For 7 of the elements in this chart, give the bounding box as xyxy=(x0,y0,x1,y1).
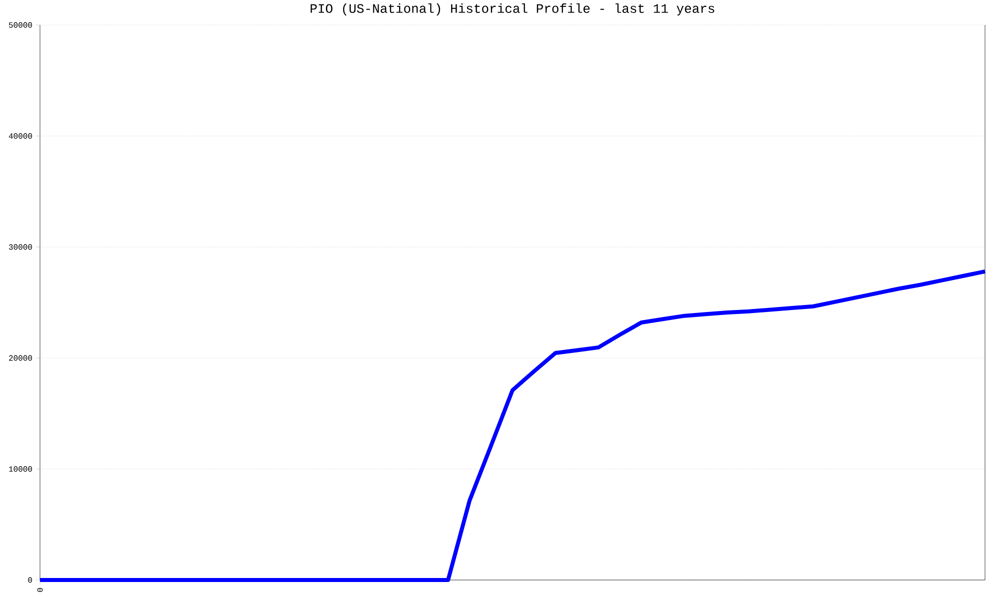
y-tick-label: 10000 xyxy=(9,466,32,472)
y-tick-label: 30000 xyxy=(8,244,32,250)
y-tick-label: 0 xyxy=(28,577,32,583)
y-tick-label: 50000 xyxy=(8,22,32,28)
y-tick-label: 40000 xyxy=(8,133,32,139)
chart-title: PIO (US-National) Historical Profile - last 11 years xyxy=(310,3,714,16)
y-tick-label: 20000 xyxy=(9,355,32,361)
